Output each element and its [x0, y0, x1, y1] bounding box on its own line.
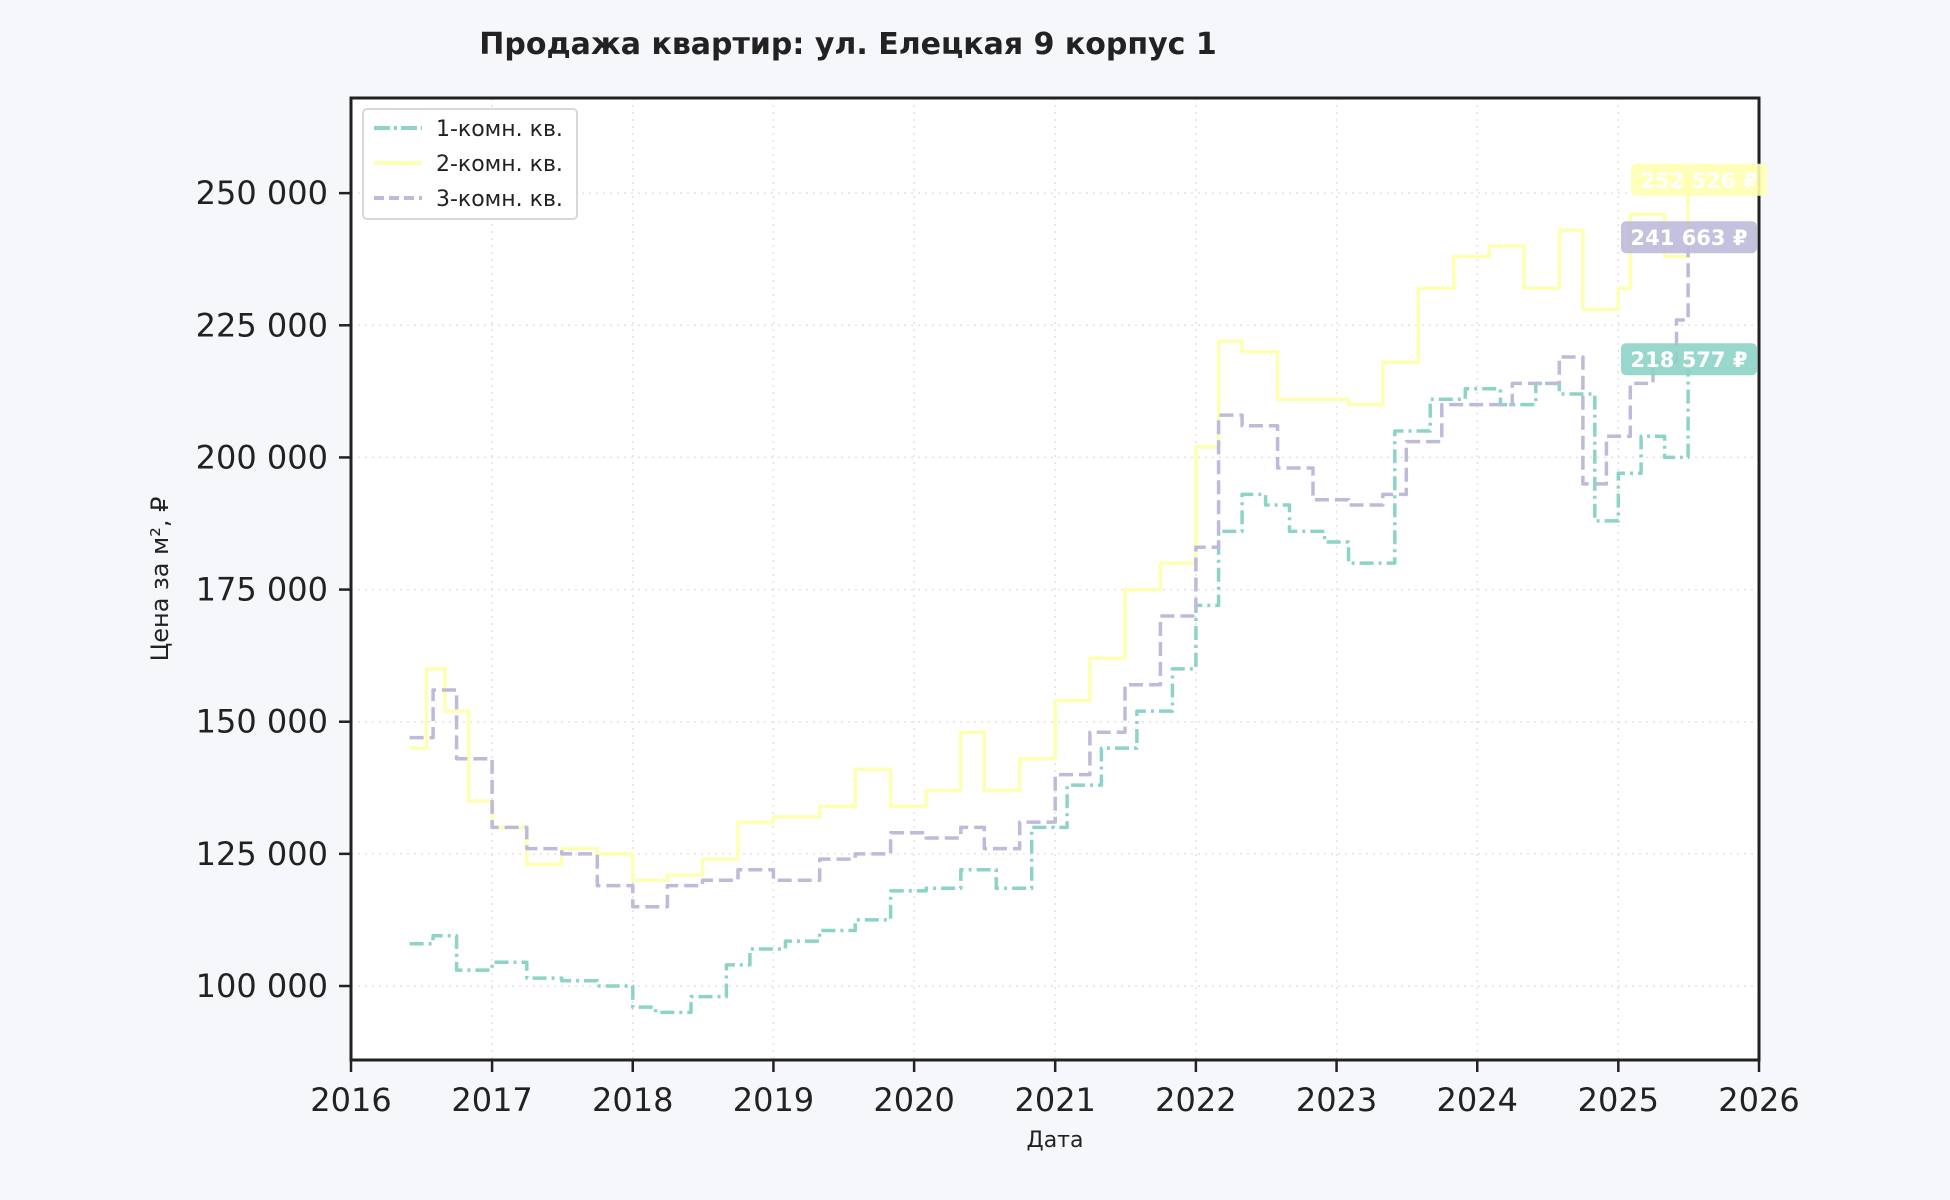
legend-box — [362, 108, 578, 220]
series-layer — [409, 179, 1690, 1015]
series-line-2 — [409, 179, 1690, 883]
x-axis-label: Дата — [1027, 1128, 1084, 1153]
y-tick-label: 175 000 — [196, 571, 328, 609]
x-tick-label: 2021 — [1014, 1081, 1095, 1119]
x-tick-label: 2019 — [733, 1081, 814, 1119]
series-line-3 — [409, 237, 1690, 909]
x-tick-label: 2025 — [1578, 1081, 1659, 1119]
x-tick-label: 2017 — [451, 1081, 532, 1119]
legend-label: 2-комн. кв. — [436, 152, 563, 177]
legend-label: 1-комн. кв. — [436, 117, 563, 142]
end-label-box — [1621, 343, 1757, 376]
chart-title: Продажа квартир: ул. Елецкая 9 корпус 1 — [479, 27, 1216, 62]
legend-label: 3-комн. кв. — [436, 187, 563, 212]
end-label-text: 218 577 ₽ — [1631, 348, 1748, 372]
x-tick-label: 2024 — [1437, 1081, 1518, 1119]
end-label-box — [1631, 163, 1767, 196]
x-tick-label: 2023 — [1296, 1081, 1377, 1119]
y-tick-label: 200 000 — [196, 438, 328, 476]
x-tick-label: 2022 — [1155, 1081, 1236, 1119]
y-tick-label: 225 000 — [196, 306, 328, 344]
legend: 1-комн. кв. 2-комн. кв. 3-комн. кв. — [362, 108, 578, 220]
y-tick-label: 250 000 — [196, 174, 328, 212]
end-label-text: 252 526 ₽ — [1641, 169, 1758, 193]
series-line-1 — [409, 359, 1690, 1015]
x-axis: 2016 2017 2018 2019 2020 2021 2022 2023 2024 2025… — [310, 1060, 1800, 1119]
x-tick-label: 2018 — [592, 1081, 673, 1119]
x-tick-label: 2016 — [310, 1081, 391, 1119]
end-labels: 218 577 ₽ 252 526 ₽ 241 663 ₽ — [1621, 163, 1767, 376]
plot-area — [351, 98, 1759, 1060]
end-label-text: 241 663 ₽ — [1631, 226, 1748, 250]
y-axis-label: Цена за м², ₽ — [146, 497, 174, 662]
y-tick-label: 100 000 — [196, 967, 328, 1005]
x-tick-label: 2020 — [873, 1081, 954, 1119]
x-tick-label: 2026 — [1718, 1081, 1799, 1119]
y-tick-label: 150 000 — [196, 703, 328, 741]
y-axis: 100 000 125 000 150 000 175 000 200 000 225 0… — [196, 174, 351, 1005]
y-tick-label: 125 000 — [196, 835, 328, 873]
end-label-box — [1621, 221, 1757, 254]
